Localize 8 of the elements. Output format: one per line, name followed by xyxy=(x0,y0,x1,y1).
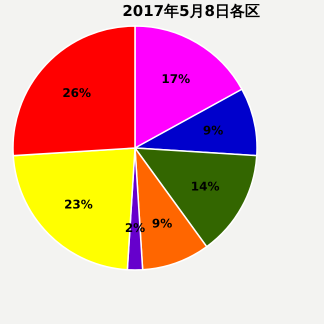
data-label: 26% xyxy=(62,86,92,100)
data-label: 2% xyxy=(124,221,146,235)
data-label: 14% xyxy=(190,180,220,194)
data-label: 9% xyxy=(152,216,172,230)
data-label: 9% xyxy=(202,124,224,138)
data-label: 23% xyxy=(64,198,93,212)
chart-title: 2017年5月8日各区 xyxy=(122,2,260,20)
data-label: 17% xyxy=(161,72,190,86)
